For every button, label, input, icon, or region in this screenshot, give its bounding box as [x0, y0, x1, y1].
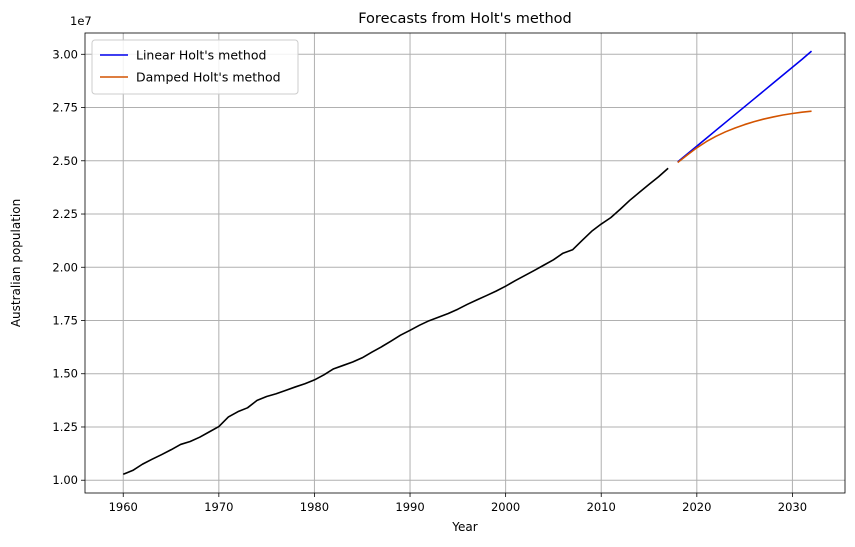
y-tick-label: 1.25 — [52, 420, 78, 434]
y-axis-ticks: 1.00 1.25 1.50 1.75 2.00 2.25 2.50 2.75 3.00 — [52, 47, 85, 487]
y-tick-label: 2.75 — [52, 101, 78, 115]
x-axis-ticks: 1960 1970 1980 1990 2000 2010 2020 2030 — [109, 493, 807, 514]
legend-label: Linear Holt's method — [136, 48, 266, 63]
y-axis-offset-label: 1e7 — [70, 14, 92, 28]
series-line-1 — [677, 50, 813, 163]
y-tick-label: 2.50 — [52, 154, 78, 168]
x-tick-label: 1990 — [395, 500, 424, 514]
y-axis-label: Australian population — [9, 199, 23, 327]
x-axis-label: Year — [451, 520, 477, 534]
y-tick-label: 2.25 — [52, 207, 78, 221]
series-line-0 — [122, 167, 669, 476]
chart-title: Forecasts from Holt's method — [358, 11, 572, 27]
grid — [85, 33, 845, 493]
x-tick-label: 2020 — [682, 500, 711, 514]
series-layer — [122, 50, 813, 476]
x-tick-label: 1970 — [204, 500, 233, 514]
plot-frame — [84, 32, 846, 494]
y-tick-label: 1.50 — [52, 367, 78, 381]
x-tick-label: 2010 — [587, 500, 616, 514]
legend-box — [91, 39, 299, 95]
y-tick-label: 2.00 — [52, 260, 78, 274]
y-tick-label: 3.00 — [52, 47, 78, 61]
x-tick-label: 2030 — [778, 500, 807, 514]
x-tick-label: 2000 — [491, 500, 520, 514]
legend-label: Damped Holt's method — [136, 70, 281, 85]
x-tick-label: 1960 — [109, 500, 138, 514]
y-tick-label: 1.75 — [52, 314, 78, 328]
y-tick-label: 1.00 — [52, 473, 78, 487]
x-tick-label: 1980 — [300, 500, 329, 514]
legend: Linear Holt's method Damped Holt's method — [91, 39, 299, 95]
series-line-2 — [677, 110, 812, 164]
